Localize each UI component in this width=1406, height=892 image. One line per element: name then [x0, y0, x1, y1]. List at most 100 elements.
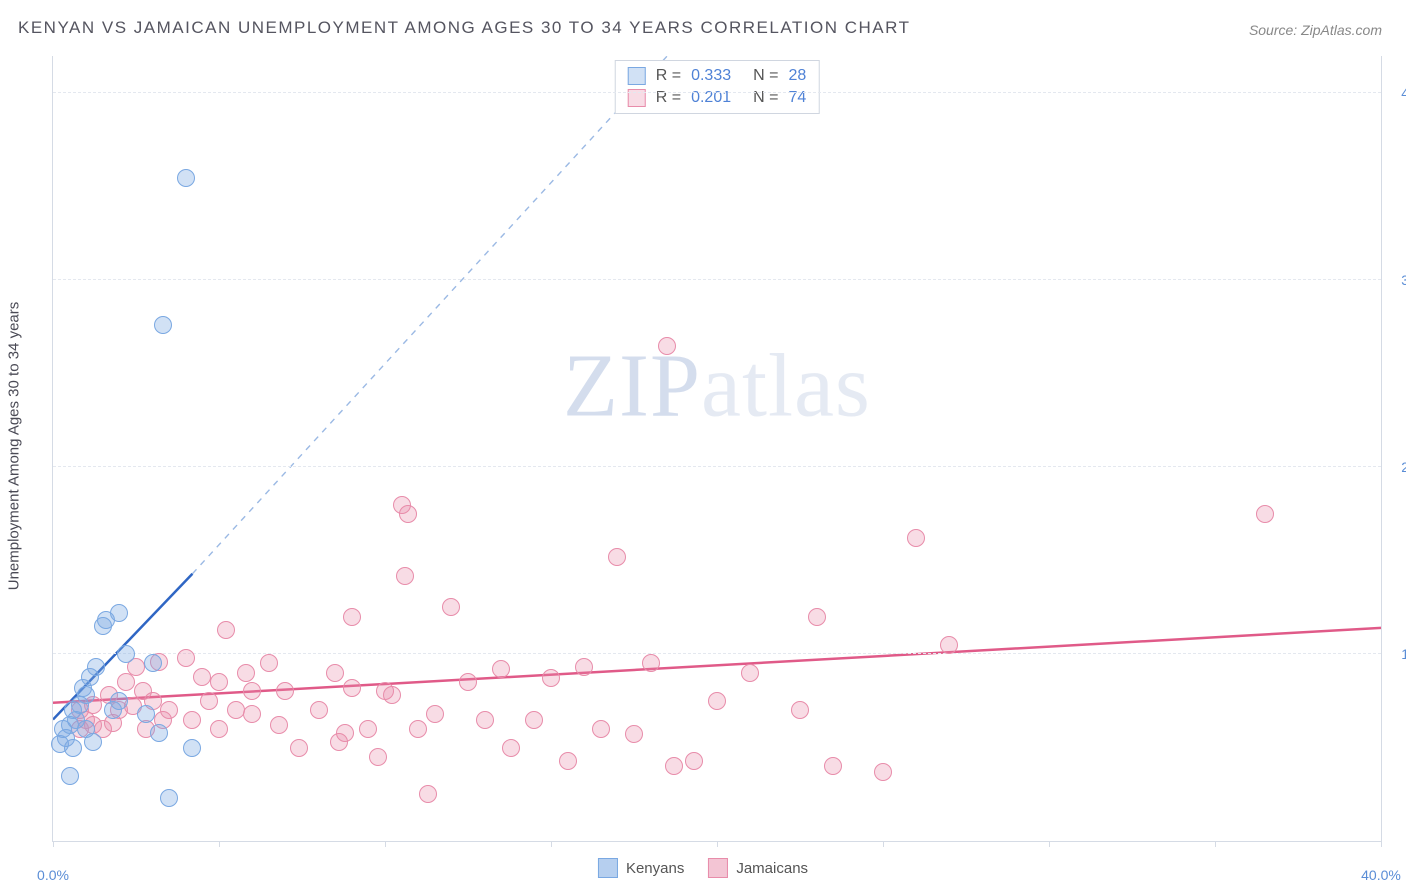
data-point: [276, 682, 294, 700]
stat-row: R = 0.333N = 28: [628, 65, 807, 87]
gridline: [53, 466, 1381, 467]
data-point: [343, 679, 361, 697]
x-tick: [1381, 841, 1382, 847]
trend-line: [192, 56, 667, 574]
data-point: [426, 705, 444, 723]
data-point: [874, 763, 892, 781]
data-point: [409, 720, 427, 738]
data-point: [183, 711, 201, 729]
data-point: [592, 720, 610, 738]
data-point: [200, 692, 218, 710]
data-point: [808, 608, 826, 626]
data-point: [237, 664, 255, 682]
data-point: [907, 529, 925, 547]
data-point: [290, 739, 308, 757]
data-point: [110, 692, 128, 710]
data-point: [791, 701, 809, 719]
x-tick: [1049, 841, 1050, 847]
gridline: [53, 92, 1381, 93]
data-point: [87, 658, 105, 676]
legend-item: Jamaicans: [708, 858, 808, 878]
data-point: [665, 757, 683, 775]
data-point: [183, 739, 201, 757]
data-point: [64, 739, 82, 757]
data-point: [243, 682, 261, 700]
data-point: [708, 692, 726, 710]
data-point: [608, 548, 626, 566]
data-point: [459, 673, 477, 691]
x-tick-label: 0.0%: [37, 867, 69, 883]
data-point: [559, 752, 577, 770]
gridline: [53, 279, 1381, 280]
x-tick: [1215, 841, 1216, 847]
data-point: [399, 505, 417, 523]
data-point: [210, 673, 228, 691]
data-point: [502, 739, 520, 757]
data-point: [217, 621, 235, 639]
data-point: [419, 785, 437, 803]
data-point: [383, 686, 401, 704]
data-point: [542, 669, 560, 687]
data-point: [227, 701, 245, 719]
legend-item: Kenyans: [598, 858, 684, 878]
y-tick-label: 30.0%: [1391, 272, 1406, 288]
data-point: [210, 720, 228, 738]
data-point: [326, 664, 344, 682]
data-point: [525, 711, 543, 729]
stat-n-value: 28: [788, 67, 806, 85]
y-axis-label: Unemployment Among Ages 30 to 34 years: [6, 302, 23, 591]
data-point: [61, 767, 79, 785]
data-point: [476, 711, 494, 729]
data-point: [685, 752, 703, 770]
data-point: [575, 658, 593, 676]
data-point: [492, 660, 510, 678]
data-point: [1256, 505, 1274, 523]
x-tick: [883, 841, 884, 847]
data-point: [117, 645, 135, 663]
data-point: [150, 724, 168, 742]
series-legend: Kenyans Jamaicans: [598, 858, 808, 878]
stat-r-value: 0.333: [691, 67, 731, 85]
data-point: [160, 789, 178, 807]
y-tick-label: 10.0%: [1391, 646, 1406, 662]
data-point: [336, 724, 354, 742]
trend-lines-svg: [53, 56, 1381, 841]
data-point: [84, 733, 102, 751]
x-tick-label: 40.0%: [1361, 867, 1401, 883]
data-point: [243, 705, 261, 723]
data-point: [369, 748, 387, 766]
data-point: [310, 701, 328, 719]
data-point: [144, 654, 162, 672]
data-point: [177, 169, 195, 187]
data-point: [442, 598, 460, 616]
x-tick: [385, 841, 386, 847]
data-point: [110, 604, 128, 622]
data-point: [658, 337, 676, 355]
data-point: [824, 757, 842, 775]
data-point: [260, 654, 278, 672]
stat-r-label: R =: [656, 67, 681, 85]
gridline: [53, 653, 1381, 654]
chart-title: KENYAN VS JAMAICAN UNEMPLOYMENT AMONG AG…: [18, 18, 911, 38]
data-point: [741, 664, 759, 682]
legend-label: Kenyans: [626, 860, 684, 877]
x-tick: [219, 841, 220, 847]
data-point: [137, 705, 155, 723]
y-tick-label: 20.0%: [1391, 459, 1406, 475]
legend-swatch: [628, 67, 646, 85]
legend-swatch: [598, 858, 618, 878]
data-point: [154, 316, 172, 334]
legend-label: Jamaicans: [736, 860, 808, 877]
data-point: [177, 649, 195, 667]
data-point: [117, 673, 135, 691]
data-point: [77, 686, 95, 704]
data-point: [270, 716, 288, 734]
x-tick: [53, 841, 54, 847]
scatter-chart: ZIPatlas R = 0.333N = 28R = 0.201N = 74 …: [52, 56, 1382, 842]
data-point: [396, 567, 414, 585]
data-point: [359, 720, 377, 738]
data-point: [343, 608, 361, 626]
stat-row: R = 0.201N = 74: [628, 87, 807, 109]
correlation-stats-box: R = 0.333N = 28R = 0.201N = 74: [615, 60, 820, 114]
watermark: ZIPatlas: [563, 334, 871, 437]
